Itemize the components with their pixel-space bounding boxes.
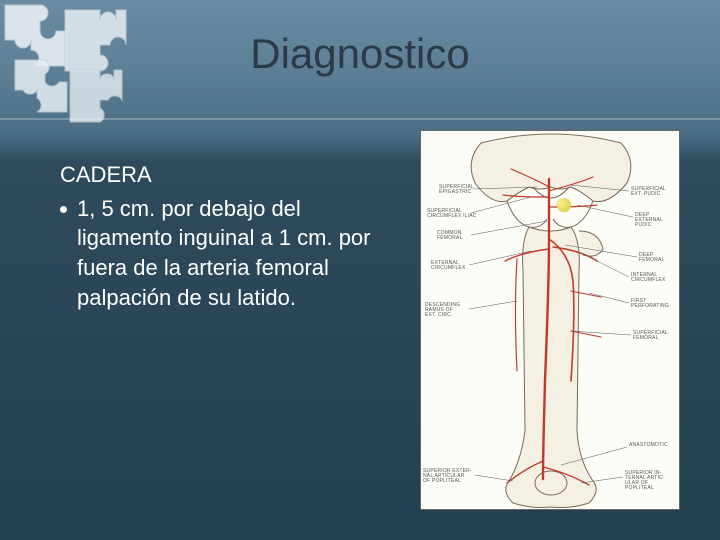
anatomy-label: SUPERFICIAL EXT. PUDIC [631,187,666,197]
anatomy-label: EXTERNAL CIRCUMFLEX [431,261,466,271]
injection-marker [557,198,571,212]
anatomy-label: SUPERFICIAL CIRCUMFLEX ILIAC [427,209,477,219]
anatomy-label: SUPERIOR IN- TERNAL ARTIC- ULAR OF POPLI… [625,471,665,491]
anatomy-label: SUPERFICIAL FEMORAL [633,331,668,341]
section-heading: CADERA [60,160,390,190]
slide-title: Diagnostico [0,30,720,78]
bullet-item: 1, 5 cm. por debajo del ligamento inguin… [60,194,390,313]
anatomy-label: SUPERIOR EXTER- NAL ARTICULAR OF POPLITE… [423,469,472,484]
anatomy-diagram: SUPERFICIAL EPIGASTRIC SUPERFICIAL CIRCUM… [420,130,680,510]
content-area: CADERA 1, 5 cm. por debajo del ligamento… [60,160,680,510]
image-column: SUPERFICIAL EPIGASTRIC SUPERFICIAL CIRCUM… [420,130,680,480]
anatomy-label: DESCENDING RAMUS OF EXT. CIRC. [425,303,460,318]
anatomy-label: INTERNAL CIRCUMFLEX [631,273,666,283]
anatomy-label: COMMON FEMORAL [437,231,463,241]
anatomy-label: SUPERFICIAL EPIGASTRIC [439,185,474,195]
text-column: CADERA 1, 5 cm. por debajo del ligamento… [60,160,390,510]
anatomy-label: DEEP EXTERNAL PUDIC [635,213,663,228]
anatomy-label: ANASTOMOTIC [629,443,668,448]
anatomy-label: DEEP FEMORAL [639,253,665,263]
title-band: Diagnostico [0,10,720,130]
title-divider [0,118,720,120]
bullet-dot-icon [60,206,67,213]
anatomy-label: FIRST PERFORATING [631,299,669,309]
bullet-text: 1, 5 cm. por debajo del ligamento inguin… [77,194,390,313]
